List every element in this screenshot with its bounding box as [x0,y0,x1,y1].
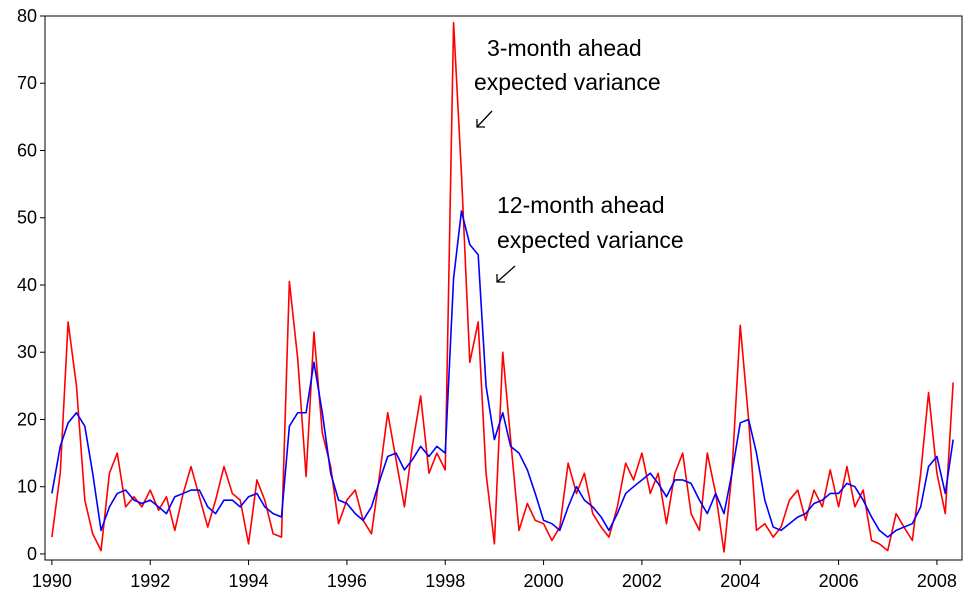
series-line [51,21,954,553]
arrow [496,265,516,283]
arrow-head [496,274,505,283]
y-tick-label: 60 [17,140,37,160]
x-tick-label: 2004 [720,571,760,591]
annotation: expected variance [497,227,684,253]
y-tick-label: 30 [17,342,37,362]
y-tick-label: 10 [17,477,37,497]
y-tick-label: 20 [17,409,37,429]
arrows [476,110,516,283]
y-tick-label: 80 [17,6,37,26]
x-tick-label: 1998 [425,571,465,591]
x-tick-label: 1992 [130,571,170,591]
y-tick-label: 70 [17,73,37,93]
annotation: expected variance [474,69,661,95]
x-tick-label: 1996 [327,571,367,591]
series-line [51,210,954,538]
x-tick-label: 2008 [917,571,957,591]
y-tick-label: 40 [17,275,37,295]
x-tick-label: 1990 [32,571,72,591]
annotation: 3-month ahead [487,35,642,61]
y-tick-label: 0 [27,544,37,564]
arrow-head [476,119,485,128]
arrow [476,110,493,128]
annotation: 12-month ahead [497,192,665,218]
x-tick-label: 2006 [819,571,859,591]
x-tick-label: 1994 [229,571,269,591]
plot-frame [44,15,963,561]
x-tick-label: 2000 [524,571,564,591]
y-tick-label: 50 [17,208,37,228]
x-tick-label: 2002 [622,571,662,591]
